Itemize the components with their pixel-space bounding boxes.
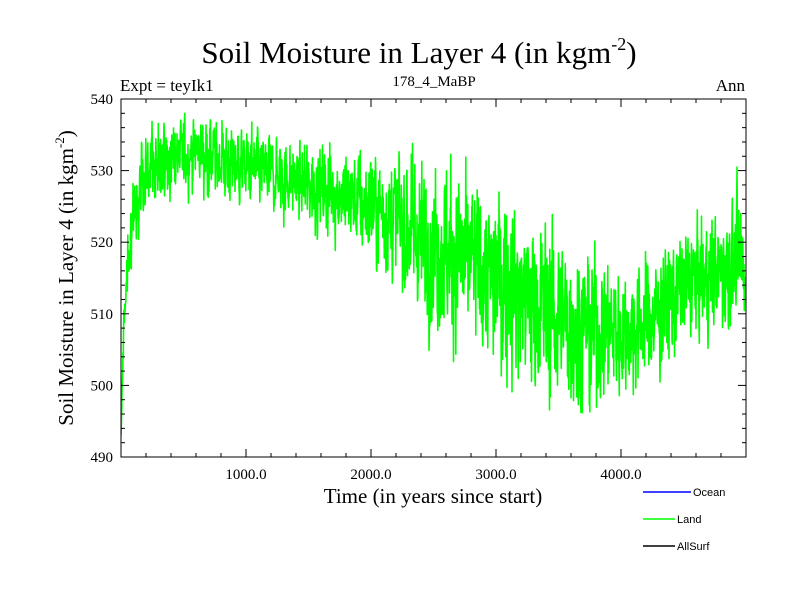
x-tick-label: 2000.0 <box>350 467 391 483</box>
y-tick-label: 540 <box>91 92 114 108</box>
axis-ticks <box>120 98 747 458</box>
x-axis-tick-labels: 1000.0 2000.0 3000.0 4000.0 <box>225 467 641 483</box>
x-axis-title: Time (in years since start) <box>324 484 543 508</box>
legend-label-ocean: Ocean <box>693 487 725 499</box>
y-tick-label: 510 <box>91 307 114 323</box>
season-label: Ann <box>716 76 746 95</box>
chart-title-main: Soil Moisture in Layer 4 (in kgm <box>201 35 611 70</box>
y-tick-label: 500 <box>91 378 114 394</box>
experiment-label: Expt = teyIk1 <box>120 76 214 95</box>
x-tick-label: 3000.0 <box>475 467 516 483</box>
x-tick-label: 4000.0 <box>600 467 641 483</box>
legend-label-allsurf: AllSurf <box>677 541 710 553</box>
y-tick-label: 530 <box>91 164 114 180</box>
y-axis-tick-labels: 490 500 510 520 530 540 <box>91 92 114 466</box>
chart-title-superscript: -2 <box>611 34 626 54</box>
x-tick-label: 1000.0 <box>225 467 266 483</box>
y-tick-label: 490 <box>91 450 114 466</box>
legend-label-land: Land <box>677 514 701 526</box>
chart-title: Soil Moisture in Layer 4 (in kgm-2) <box>201 34 636 70</box>
y-axis-title-main: Soil Moisture in Layer 4 (in kgm <box>54 148 78 426</box>
y-axis-title: Soil Moisture in Layer 4 (in kgm-2) <box>52 130 78 425</box>
plot-frame <box>120 98 747 458</box>
run-label: 178_4_MaBP <box>392 74 475 90</box>
y-axis-title-superscript: -2 <box>52 137 67 148</box>
chart-title-close: ) <box>626 35 636 70</box>
legend: Ocean Land AllSurf <box>643 487 725 553</box>
y-tick-label: 520 <box>91 235 114 251</box>
series-line-land <box>121 112 746 436</box>
y-axis-title-close: ) <box>54 130 78 137</box>
